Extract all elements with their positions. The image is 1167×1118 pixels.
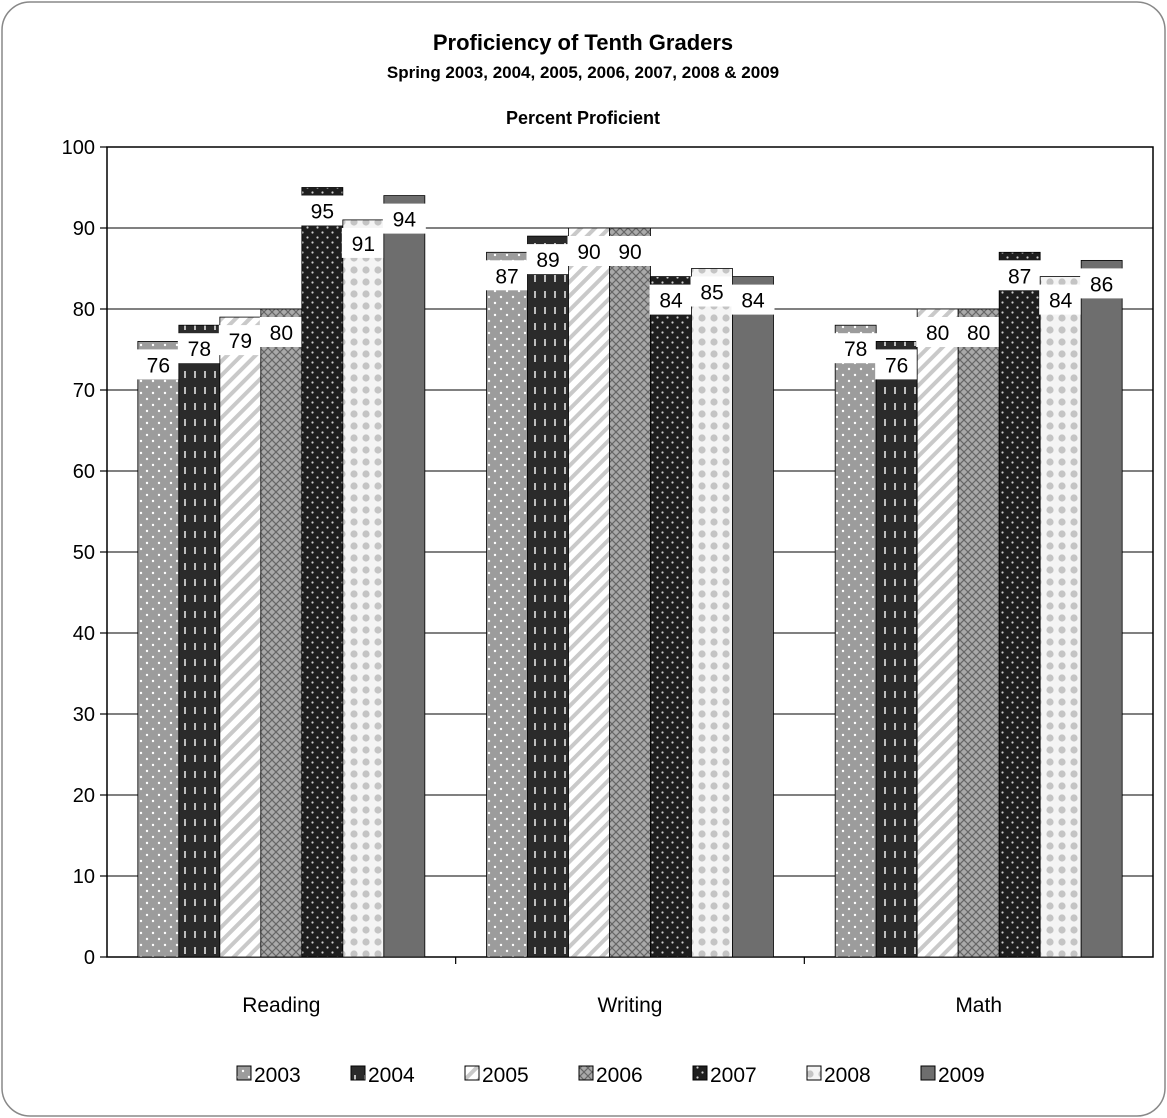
legend-label-2005: 2005 bbox=[482, 1064, 529, 1087]
data-label-box bbox=[1080, 268, 1124, 299]
data-label-box bbox=[136, 349, 180, 380]
x-category-label: Reading bbox=[242, 994, 320, 1017]
legend-swatch-2005 bbox=[464, 1065, 480, 1081]
y-tick-label: 100 bbox=[62, 137, 95, 159]
legend-label-2006: 2006 bbox=[596, 1064, 643, 1087]
bar-2004-math bbox=[875, 340, 918, 958]
data-label: 87 bbox=[1008, 265, 1031, 288]
data-label: 84 bbox=[741, 290, 765, 313]
data-label: 76 bbox=[885, 354, 908, 377]
legend-swatch-2009 bbox=[920, 1065, 936, 1081]
data-label: 84 bbox=[659, 290, 683, 313]
data-label-box bbox=[690, 276, 734, 307]
bar-2006-writing bbox=[609, 227, 651, 958]
chart-subtitle: Spring 2003, 2004, 2005, 2006, 2007, 200… bbox=[387, 63, 779, 82]
bar-2004-reading bbox=[178, 324, 221, 958]
data-label-box bbox=[875, 349, 919, 380]
data-label: 76 bbox=[147, 354, 170, 377]
bar-2009-writing bbox=[732, 276, 774, 958]
data-label-box bbox=[300, 195, 344, 226]
bar-2009-reading bbox=[383, 195, 426, 958]
legend-swatch-2006 bbox=[578, 1065, 594, 1081]
data-label: 94 bbox=[393, 209, 417, 232]
bar-2007-math bbox=[998, 251, 1041, 958]
bar-2003-math bbox=[834, 324, 877, 958]
data-label: 95 bbox=[311, 201, 334, 224]
y-tick-label: 0 bbox=[84, 947, 95, 969]
y-tick-label: 60 bbox=[73, 461, 95, 483]
bar-2007-writing bbox=[650, 276, 692, 958]
bar-2003-writing bbox=[486, 251, 528, 958]
legend-swatch-2004 bbox=[350, 1065, 366, 1081]
y-tick-label: 40 bbox=[73, 623, 95, 645]
data-label: 78 bbox=[844, 338, 867, 361]
data-label-box bbox=[567, 236, 611, 266]
y-axis-label: Percent Proficient bbox=[506, 108, 660, 128]
chart-title: Proficiency of Tenth Graders bbox=[433, 30, 733, 55]
bar-2008-writing bbox=[691, 268, 733, 958]
data-label: 80 bbox=[967, 322, 990, 345]
bar-2005-math bbox=[916, 308, 959, 958]
data-label: 86 bbox=[1090, 273, 1113, 296]
data-label: 78 bbox=[188, 338, 211, 361]
bar-2008-reading bbox=[342, 219, 385, 958]
legend-label-2009: 2009 bbox=[938, 1064, 985, 1087]
data-label-box bbox=[998, 260, 1042, 291]
y-tick-label: 70 bbox=[73, 380, 95, 402]
bar-2006-reading bbox=[260, 308, 303, 958]
bar-2006-math bbox=[957, 308, 1000, 958]
data-label: 89 bbox=[536, 249, 559, 272]
legend-swatch-2007 bbox=[692, 1065, 708, 1081]
x-category-label: Writing bbox=[598, 994, 663, 1017]
y-tick-label: 10 bbox=[73, 866, 95, 888]
bar-2008-math bbox=[1039, 276, 1082, 958]
data-label-box bbox=[177, 333, 221, 364]
data-label-box bbox=[731, 284, 775, 315]
data-label: 90 bbox=[618, 241, 641, 264]
data-label: 80 bbox=[270, 322, 293, 345]
data-label: 85 bbox=[700, 282, 723, 305]
data-label-box bbox=[608, 236, 652, 266]
legend-swatch-2003 bbox=[236, 1065, 252, 1081]
legend-label-2004: 2004 bbox=[368, 1064, 415, 1087]
legend: 2003 2004 2005 2006 2007 2008 2009 bbox=[236, 1064, 985, 1087]
data-label-box bbox=[382, 203, 426, 234]
data-label-box bbox=[957, 317, 1001, 347]
y-tick-label: 90 bbox=[73, 218, 95, 240]
legend-label-2007: 2007 bbox=[710, 1064, 757, 1087]
bar-2003-reading bbox=[137, 340, 180, 958]
bar-2004-writing bbox=[527, 235, 569, 958]
data-label-box bbox=[649, 284, 693, 315]
legend-label-2003: 2003 bbox=[254, 1064, 301, 1087]
data-label: 79 bbox=[229, 330, 252, 353]
bar-2009-math bbox=[1080, 259, 1123, 958]
data-label: 91 bbox=[352, 233, 375, 256]
data-label-box bbox=[485, 260, 529, 291]
data-label: 80 bbox=[926, 322, 949, 345]
data-label-box bbox=[526, 244, 570, 275]
y-tick-label: 20 bbox=[73, 785, 95, 807]
data-label-box bbox=[341, 227, 385, 258]
data-label: 84 bbox=[1049, 290, 1073, 313]
data-label-box bbox=[259, 317, 303, 347]
data-label-box bbox=[834, 333, 878, 364]
legend-label-2008: 2008 bbox=[824, 1064, 871, 1087]
data-label-box bbox=[916, 317, 960, 347]
y-tick-label: 50 bbox=[73, 542, 95, 564]
y-tick-label: 80 bbox=[73, 299, 95, 321]
x-category-label: Math bbox=[955, 994, 1002, 1017]
bars-layer: 76 78 79 80 95 91 94 87 89 90 90 84 85 84 78 76 80 80 87 84… bbox=[136, 187, 1124, 958]
data-label: 90 bbox=[577, 241, 600, 264]
data-label-box bbox=[218, 325, 262, 356]
data-label-box bbox=[1039, 284, 1083, 315]
bar-2007-reading bbox=[301, 187, 344, 958]
bar-2005-reading bbox=[219, 316, 262, 958]
data-label: 87 bbox=[495, 265, 518, 288]
bar-2005-writing bbox=[568, 227, 610, 958]
legend-swatch-2008 bbox=[806, 1065, 822, 1081]
y-tick-label: 30 bbox=[73, 704, 95, 726]
axis-layer: 0 10 20 30 40 50 60 70 80 90 100 Reading Writing Math bbox=[62, 137, 1002, 1017]
